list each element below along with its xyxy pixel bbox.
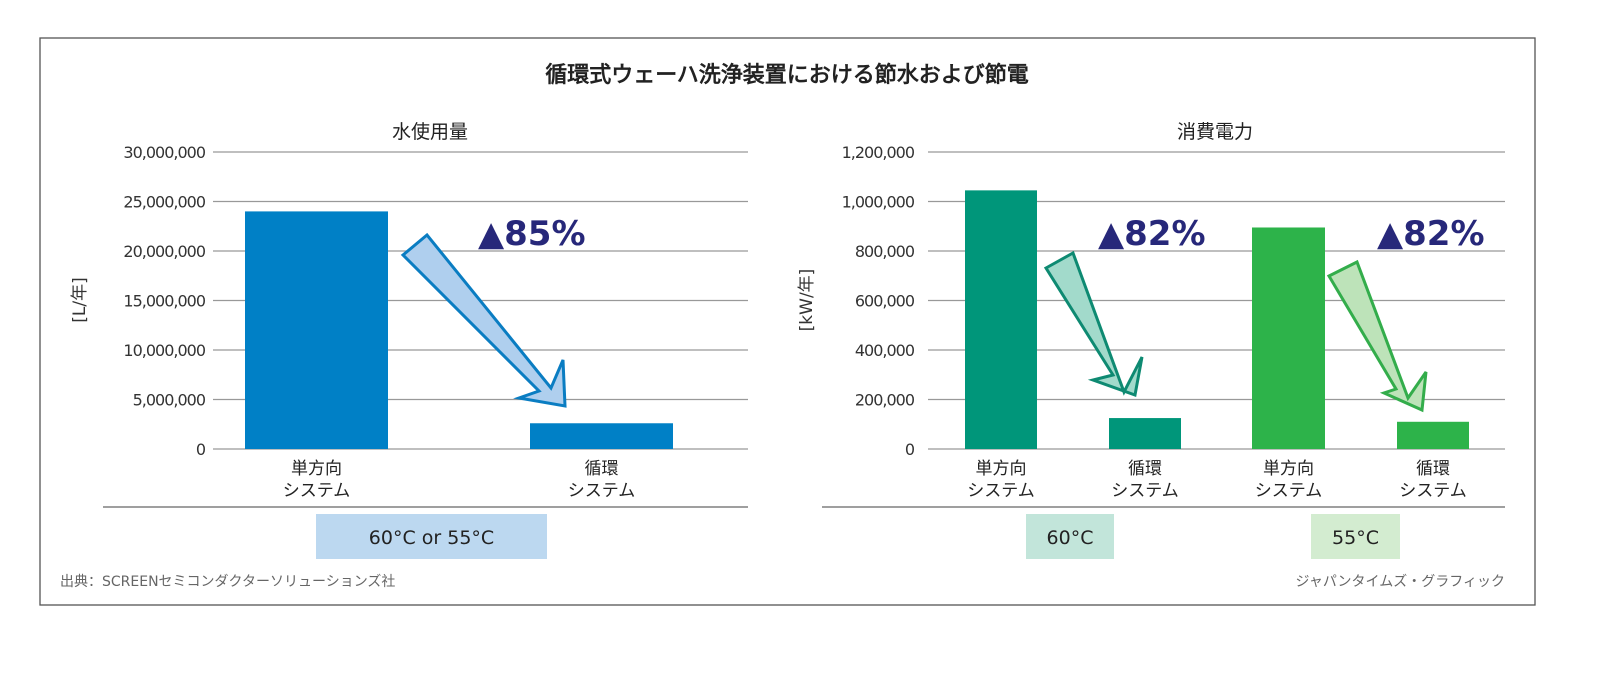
category-label: システム xyxy=(283,481,351,501)
category-label: システム xyxy=(568,481,636,501)
category-label: 単方向 xyxy=(291,459,342,479)
reduction-label: ▲82% xyxy=(1098,214,1206,254)
temperature-box xyxy=(1311,514,1400,559)
bar xyxy=(1109,418,1181,449)
y-axis-label: [kW/年] xyxy=(797,269,817,332)
bar xyxy=(1397,421,1469,449)
category-label: 循環 xyxy=(1128,459,1162,479)
y-tick-label: 10,000,000 xyxy=(123,341,205,360)
y-tick-label: 20,000,000 xyxy=(123,242,205,261)
category-label: 循環 xyxy=(585,459,619,479)
y-tick-label: 800,000 xyxy=(855,242,915,261)
y-tick-label: 25,000,000 xyxy=(123,193,205,212)
reduction-arrow-power-55 xyxy=(1326,259,1428,413)
category-label: システム xyxy=(1111,481,1179,501)
bar xyxy=(530,423,673,449)
y-tick-label: 0 xyxy=(196,440,206,459)
bar xyxy=(965,190,1037,450)
credit-note: ジャパンタイムズ・グラフィック xyxy=(1296,574,1505,590)
category-label: システム xyxy=(967,481,1035,501)
y-tick-label: 0 xyxy=(905,440,915,459)
category-label: 単方向 xyxy=(976,459,1027,479)
temperature-label: 60°C or 55°C xyxy=(369,527,494,549)
y-tick-label: 1,200,000 xyxy=(842,143,915,162)
chart-title: 水使用量 xyxy=(392,121,468,143)
reduction-arrow-water xyxy=(400,232,567,408)
y-axis-label: [L/年] xyxy=(70,277,90,322)
temperature-box xyxy=(1026,514,1114,559)
frame xyxy=(39,37,1536,606)
category-label: 単方向 xyxy=(1263,459,1314,479)
category-label: システム xyxy=(1399,481,1467,501)
reduction-arrow-power-60 xyxy=(1043,250,1144,398)
reduction-label: ▲82% xyxy=(1377,214,1485,254)
chart-title: 消費電力 xyxy=(1177,121,1253,143)
main-title: 循環式ウェーハ洗浄装置における節水および節電 xyxy=(545,62,1029,88)
y-tick-label: 600,000 xyxy=(855,292,915,311)
y-tick-label: 200,000 xyxy=(855,391,915,410)
y-tick-label: 15,000,000 xyxy=(123,292,205,311)
y-tick-label: 5,000,000 xyxy=(133,391,206,410)
y-tick-label: 400,000 xyxy=(855,341,915,360)
bar xyxy=(1252,227,1325,449)
bar xyxy=(245,211,388,449)
y-tick-label: 1,000,000 xyxy=(842,193,915,212)
temperature-label: 60°C xyxy=(1047,527,1094,549)
reduction-label: ▲85% xyxy=(478,214,586,254)
y-tick-label: 30,000,000 xyxy=(123,143,205,162)
temperature-label: 55°C xyxy=(1332,527,1379,549)
category-label: 循環 xyxy=(1416,459,1450,479)
source-note: 出典：SCREENセミコンダクターソリューションズ社 xyxy=(60,574,395,590)
category-label: システム xyxy=(1255,481,1323,501)
temperature-box xyxy=(316,514,547,559)
